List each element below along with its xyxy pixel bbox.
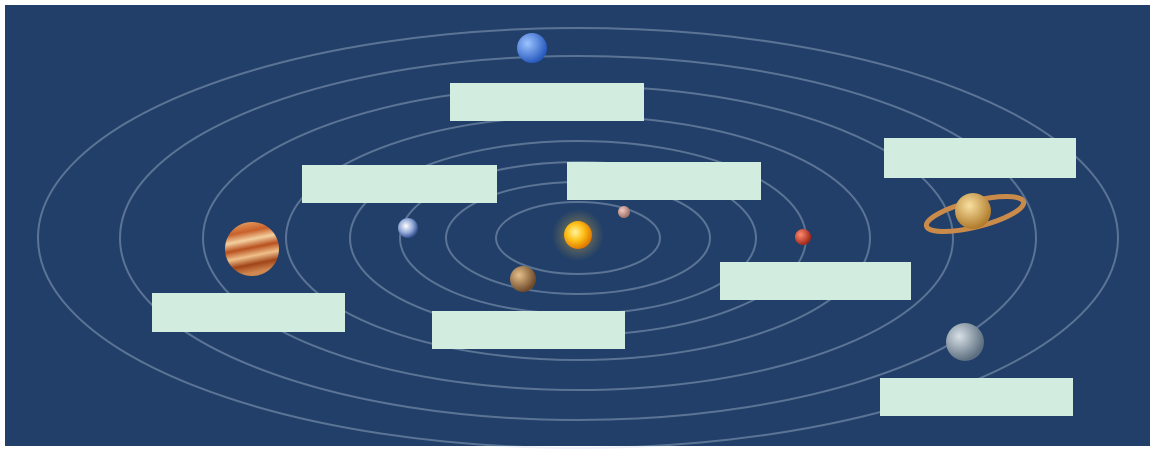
label-boxes <box>152 83 1076 416</box>
neptune <box>517 33 547 63</box>
venus <box>510 266 536 292</box>
mars <box>795 229 811 245</box>
saturn <box>923 193 1027 234</box>
label-drop-box[interactable] <box>720 262 911 300</box>
orbit <box>495 201 661 275</box>
saturn-body <box>955 193 991 229</box>
label-drop-box[interactable] <box>302 165 497 203</box>
orbit <box>37 27 1119 449</box>
sun <box>564 221 592 249</box>
label-drop-box[interactable] <box>152 293 345 332</box>
label-drop-box[interactable] <box>884 138 1076 178</box>
label-drop-box[interactable] <box>432 311 625 349</box>
orbit <box>119 55 1037 421</box>
jupiter <box>225 222 279 276</box>
uranus <box>946 323 984 361</box>
mercury <box>618 206 630 218</box>
earth <box>398 218 418 238</box>
label-drop-box[interactable] <box>880 378 1073 416</box>
label-drop-box[interactable] <box>450 83 644 121</box>
label-drop-box[interactable] <box>567 162 761 200</box>
